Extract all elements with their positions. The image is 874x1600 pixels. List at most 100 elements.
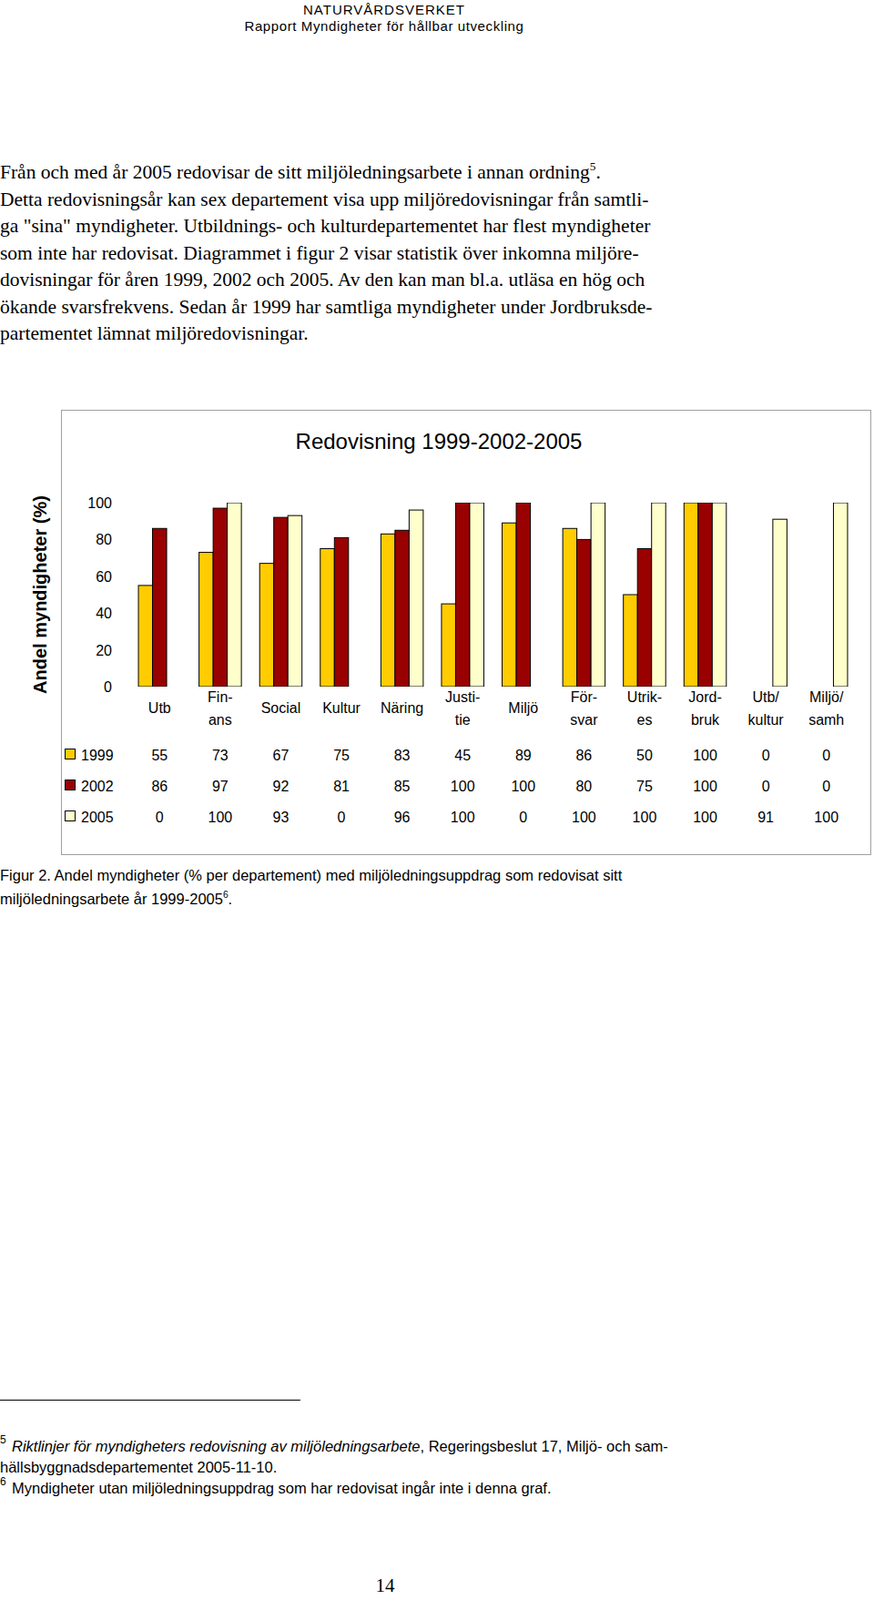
y-tick-label: 60 bbox=[95, 569, 112, 585]
y-tick-label: 0 bbox=[103, 679, 112, 695]
table-value: 100 bbox=[450, 809, 476, 825]
header-organization: NATURVÅRDSVERKET bbox=[303, 1, 466, 18]
body-line-text: dovisningar för åren 1999, 2002 och 2005… bbox=[0, 268, 646, 291]
y-tick-label: 80 bbox=[95, 531, 112, 548]
y-tick bbox=[125, 612, 130, 614]
chart-frame bbox=[61, 410, 872, 855]
category-label: Miljö bbox=[508, 700, 539, 716]
caption-line-after: . bbox=[228, 890, 234, 907]
page: NATURVÅRDSVERKETRapport Myndigheter för … bbox=[0, 0, 874, 1600]
body-line-text: ökande svarsfrekvens. Sedan år 1999 har … bbox=[0, 295, 652, 318]
bar bbox=[166, 686, 182, 688]
bar bbox=[623, 594, 639, 687]
legend-key bbox=[65, 749, 76, 760]
table-value: 75 bbox=[333, 747, 350, 763]
body-line-text: ga "sina" myndigheter. Utbildnings- och … bbox=[0, 214, 651, 237]
table-value: 92 bbox=[273, 778, 290, 794]
body-line: ga "sina" myndigheter. Utbildnings- och … bbox=[0, 214, 651, 237]
table-value: 0 bbox=[762, 778, 771, 794]
category-label: Fin-ans bbox=[207, 689, 234, 728]
bar bbox=[469, 502, 485, 687]
table-value: 80 bbox=[575, 778, 592, 794]
category-label: Jord-bruk bbox=[688, 689, 722, 728]
table-value: 86 bbox=[575, 747, 592, 763]
legend-key bbox=[65, 811, 76, 822]
table-value: 97 bbox=[212, 778, 229, 794]
legend-key bbox=[65, 780, 76, 791]
table-value: 0 bbox=[762, 747, 771, 763]
footnote-line: hällsbyggnadsdepartementet 2005-11-10. bbox=[0, 1458, 277, 1475]
body-line-text: som inte har redovisat. Diagrammet i fig… bbox=[0, 242, 640, 265]
category-label: Justi-tie bbox=[445, 689, 480, 728]
legend-label: 1999 bbox=[81, 747, 114, 763]
table-value: 85 bbox=[394, 778, 411, 794]
bar bbox=[152, 528, 168, 687]
bar bbox=[395, 529, 410, 687]
bar bbox=[530, 686, 546, 688]
chart-title: Redovisning 1999-2002-2005 bbox=[295, 428, 583, 454]
table-value: 91 bbox=[757, 809, 774, 825]
category-label: Utb/kultur bbox=[748, 689, 785, 728]
category-label: Näring bbox=[380, 700, 424, 716]
table-value: 83 bbox=[394, 747, 411, 763]
bar bbox=[227, 502, 243, 687]
table-value: 100 bbox=[571, 809, 597, 825]
category-label: Utrik-es bbox=[627, 689, 662, 728]
table-value: 0 bbox=[822, 747, 831, 763]
footnote-line: Riktlinjer för myndigheters redovisning … bbox=[11, 1437, 669, 1454]
bar bbox=[758, 686, 773, 688]
category-label: Miljö/samh bbox=[808, 689, 844, 728]
bar bbox=[441, 603, 457, 687]
table-value: 0 bbox=[822, 778, 831, 794]
body-line: Från och med år 2005 redovisar de sitt m… bbox=[0, 159, 601, 183]
table-value: 73 bbox=[212, 747, 229, 763]
bar bbox=[502, 522, 518, 687]
table-value: 45 bbox=[454, 747, 471, 763]
caption-line: miljöledningsarbete år 1999-20056. bbox=[0, 889, 233, 907]
body-line: som inte har redovisat. Diagrammet i fig… bbox=[0, 242, 640, 265]
bar bbox=[683, 502, 699, 687]
table-value: 100 bbox=[450, 778, 476, 794]
bar bbox=[516, 502, 531, 687]
table-value: 100 bbox=[692, 809, 718, 825]
header-report: Rapport Myndigheter för hållbar utveckli… bbox=[243, 18, 524, 34]
footnote-line: Myndigheter utan miljöledningsuppdrag so… bbox=[11, 1479, 552, 1496]
table-value: 67 bbox=[273, 747, 290, 763]
footnote-number: 5 bbox=[0, 1432, 7, 1446]
y-tick bbox=[125, 649, 130, 651]
table-value: 0 bbox=[337, 809, 346, 825]
y-tick bbox=[125, 575, 130, 577]
table-value: 100 bbox=[692, 778, 718, 794]
bar bbox=[348, 686, 364, 688]
footnote-italic: Riktlinjer för myndigheters redovisning … bbox=[11, 1437, 420, 1454]
bar bbox=[651, 502, 667, 687]
bar bbox=[380, 533, 396, 687]
category-label: Utb bbox=[148, 700, 172, 716]
table-value: 96 bbox=[394, 809, 411, 825]
table-value: 81 bbox=[333, 778, 350, 794]
footnote-number: 6 bbox=[0, 1474, 7, 1488]
body-line: dovisningar för åren 1999, 2002 och 2005… bbox=[0, 268, 646, 291]
y-tick-label: 20 bbox=[95, 642, 112, 659]
body-line-after: . bbox=[596, 161, 601, 183]
bar bbox=[199, 552, 214, 687]
category-label: Kultur bbox=[322, 700, 361, 716]
bar bbox=[213, 508, 228, 687]
table-value: 100 bbox=[510, 778, 536, 794]
y-tick bbox=[125, 538, 130, 540]
caption-line: Figur 2. Andel myndigheter (% per depart… bbox=[0, 866, 623, 884]
bar bbox=[259, 563, 275, 687]
body-line-text: Detta redovisningsår kan sex departement… bbox=[0, 188, 649, 211]
bar bbox=[334, 537, 349, 687]
table-value: 100 bbox=[692, 747, 718, 763]
bar bbox=[698, 502, 713, 687]
caption-line-text: miljöledningsarbete år 1999-2005 bbox=[0, 890, 224, 907]
bar bbox=[455, 502, 470, 687]
caption-line-text: Figur 2. Andel myndigheter (% per depart… bbox=[0, 866, 623, 884]
bar bbox=[637, 548, 652, 688]
bar bbox=[590, 502, 606, 687]
table-value: 89 bbox=[515, 747, 532, 763]
table-value: 93 bbox=[273, 809, 290, 825]
category-label: Social bbox=[261, 700, 302, 716]
table-value: 55 bbox=[151, 747, 168, 763]
